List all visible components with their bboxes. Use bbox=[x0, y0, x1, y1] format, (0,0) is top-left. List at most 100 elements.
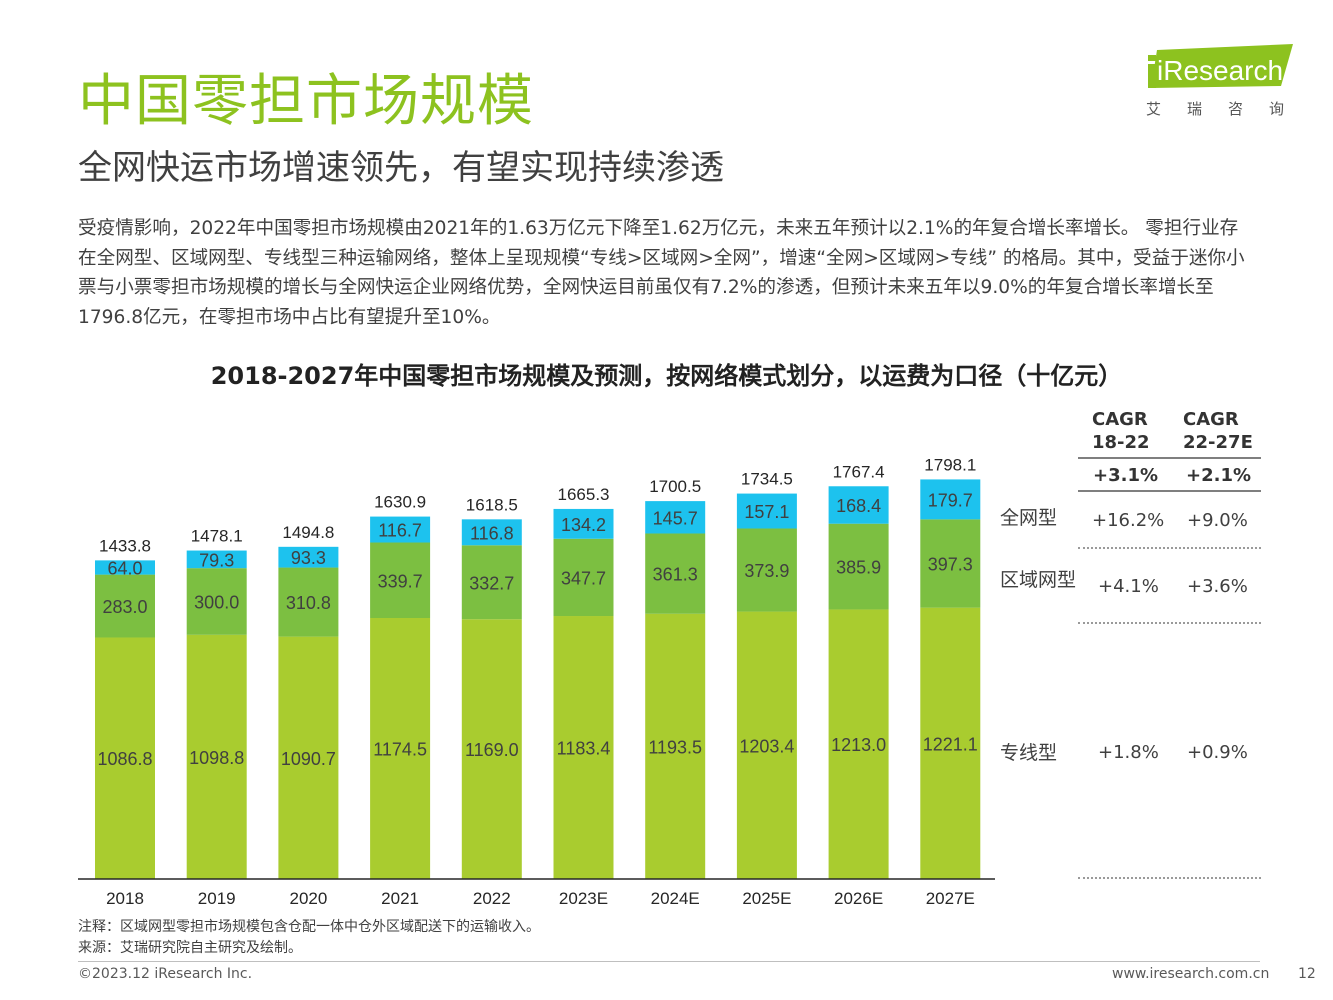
data-label: 1193.5 bbox=[648, 737, 702, 757]
bar-segment-2-7 bbox=[736, 493, 797, 529]
data-label: 361.3 bbox=[653, 565, 698, 585]
bar-segment-1-2 bbox=[278, 567, 339, 637]
bar-segment-2-2 bbox=[278, 546, 339, 568]
data-label: 1098.8 bbox=[189, 748, 244, 768]
data-label: 79.3 bbox=[199, 550, 234, 570]
legend-label-nationwide: 全网型 bbox=[1000, 507, 1058, 529]
iresearch-logo: iResearch bbox=[1148, 44, 1293, 88]
bar-segment-0-8 bbox=[828, 609, 889, 879]
data-label: 1169.0 bbox=[465, 740, 519, 760]
bar-segment-1-9 bbox=[920, 519, 981, 608]
data-label: 1086.8 bbox=[97, 749, 152, 769]
bar-segment-0-5 bbox=[553, 616, 614, 879]
legend-label-dedicated: 专线型 bbox=[1000, 742, 1058, 764]
bar-segment-2-1 bbox=[186, 550, 247, 569]
bar-segment-0-4 bbox=[461, 619, 522, 879]
cagr-top-rule bbox=[1078, 457, 1261, 459]
bar-segment-2-3 bbox=[370, 516, 431, 543]
cagr-total-22-27e: +2.1% bbox=[1186, 465, 1252, 486]
data-label: 64.0 bbox=[107, 558, 142, 578]
cagr-nationwide-18-22: +16.2% bbox=[1092, 510, 1165, 531]
data-label: 385.9 bbox=[836, 558, 881, 578]
data-label: 179.7 bbox=[928, 490, 973, 510]
x-tick-label: 2027E bbox=[926, 889, 975, 908]
total-label: 1478.1 bbox=[191, 527, 243, 546]
cagr-header-18-22: CAGR 18-22 bbox=[1092, 409, 1150, 453]
cagr-header-22-27e: CAGR 22-27E bbox=[1183, 409, 1253, 453]
bar-segment-1-5 bbox=[553, 538, 614, 617]
cagr-bottom-divider bbox=[1078, 877, 1261, 879]
x-tick-label: 2019 bbox=[198, 889, 236, 908]
data-label: 397.3 bbox=[928, 555, 973, 575]
cagr-divider bbox=[1078, 547, 1261, 549]
x-tick-label: 2020 bbox=[289, 889, 327, 908]
bar-segment-2-6 bbox=[645, 501, 706, 534]
x-tick-label: 2023E bbox=[559, 889, 608, 908]
total-label: 1665.3 bbox=[558, 485, 610, 504]
cagr-total-18-22: +3.1% bbox=[1093, 465, 1159, 486]
data-label: 93.3 bbox=[291, 548, 326, 568]
bar-segment-1-3 bbox=[370, 542, 431, 618]
total-label: 1618.5 bbox=[466, 495, 518, 514]
data-label: 373.9 bbox=[744, 561, 789, 581]
cagr-total-rule bbox=[1078, 490, 1261, 492]
bar-segment-0-3 bbox=[370, 618, 431, 879]
footer-url: www.iresearch.com.cn bbox=[1112, 966, 1270, 982]
page-subtitle: 全网快运市场增速领先，有望实现持续渗透 bbox=[78, 148, 724, 188]
legend-label-regional: 区域网型 bbox=[1000, 569, 1077, 591]
data-label: 1183.4 bbox=[557, 739, 611, 759]
bar-segment-2-5 bbox=[553, 508, 614, 539]
data-label: 332.7 bbox=[469, 573, 514, 593]
cagr-divider bbox=[1078, 622, 1261, 624]
bar-segment-1-4 bbox=[461, 545, 522, 620]
page-title: 中国零担市场规模 bbox=[78, 69, 534, 134]
footer-copyright: ©2023.12 iResearch Inc. bbox=[78, 966, 253, 982]
data-label: 168.4 bbox=[836, 496, 881, 516]
data-label: 116.7 bbox=[378, 521, 422, 541]
total-label: 1433.8 bbox=[99, 536, 151, 555]
data-label: 300.0 bbox=[194, 592, 239, 612]
data-label: 145.7 bbox=[653, 508, 698, 528]
bar-segment-0-0 bbox=[95, 637, 155, 879]
cagr-nationwide-22-27e: +9.0% bbox=[1187, 510, 1248, 531]
bar-segment-1-7 bbox=[736, 528, 797, 612]
chart-source: 来源：艾瑞研究院自主研究及绘制。 bbox=[78, 940, 302, 956]
data-label: 157.1 bbox=[744, 502, 789, 522]
bar-segment-0-1 bbox=[186, 634, 247, 879]
data-label: 1090.7 bbox=[281, 749, 336, 769]
total-label: 1700.5 bbox=[649, 477, 701, 496]
bar-segment-2-8 bbox=[828, 486, 889, 524]
total-label: 1734.5 bbox=[741, 470, 793, 489]
data-label: 310.8 bbox=[286, 593, 331, 613]
cagr-dedicated-18-22: +1.8% bbox=[1098, 742, 1159, 763]
bar-segment-1-8 bbox=[828, 523, 889, 610]
x-tick-label: 2022 bbox=[473, 889, 511, 908]
bar-segment-1-1 bbox=[186, 568, 247, 635]
x-tick-label: 2018 bbox=[106, 889, 144, 908]
data-label: 134.2 bbox=[561, 515, 606, 535]
data-label: 283.0 bbox=[102, 597, 147, 617]
logo-wordmark: iResearch bbox=[1157, 55, 1283, 86]
chart-title: 2018-2027年中国零担市场规模及预测，按网络模式划分，以运费为口径（十亿元… bbox=[210, 362, 1123, 390]
bar-segment-2-0 bbox=[95, 560, 155, 575]
x-tick-label: 2026E bbox=[834, 889, 883, 908]
x-tick-label: 2024E bbox=[651, 889, 700, 908]
cagr-dedicated-22-27e: +0.9% bbox=[1187, 742, 1248, 763]
total-label: 1767.4 bbox=[833, 462, 885, 481]
bar-segment-0-6 bbox=[645, 613, 706, 879]
bar-segment-1-6 bbox=[645, 533, 706, 614]
data-label: 1174.5 bbox=[373, 740, 427, 760]
x-tick-label: 2025E bbox=[742, 889, 791, 908]
cagr-regional-22-27e: +3.6% bbox=[1187, 576, 1248, 597]
bar-segment-0-9 bbox=[920, 607, 981, 879]
footer-divider bbox=[78, 961, 1260, 962]
data-label: 339.7 bbox=[378, 571, 423, 591]
cagr-regional-18-22: +4.1% bbox=[1098, 576, 1159, 597]
data-label: 116.8 bbox=[470, 523, 514, 543]
chart-note: 注释：区域网型零担市场规模包含仓配一体中仓外区域配送下的运输收入。 bbox=[78, 919, 540, 935]
logo-cn-text: 艾瑞咨询 bbox=[1146, 100, 1311, 118]
data-label: 347.7 bbox=[561, 568, 606, 588]
total-label: 1630.9 bbox=[374, 493, 426, 512]
bar-segment-1-0 bbox=[95, 574, 155, 638]
